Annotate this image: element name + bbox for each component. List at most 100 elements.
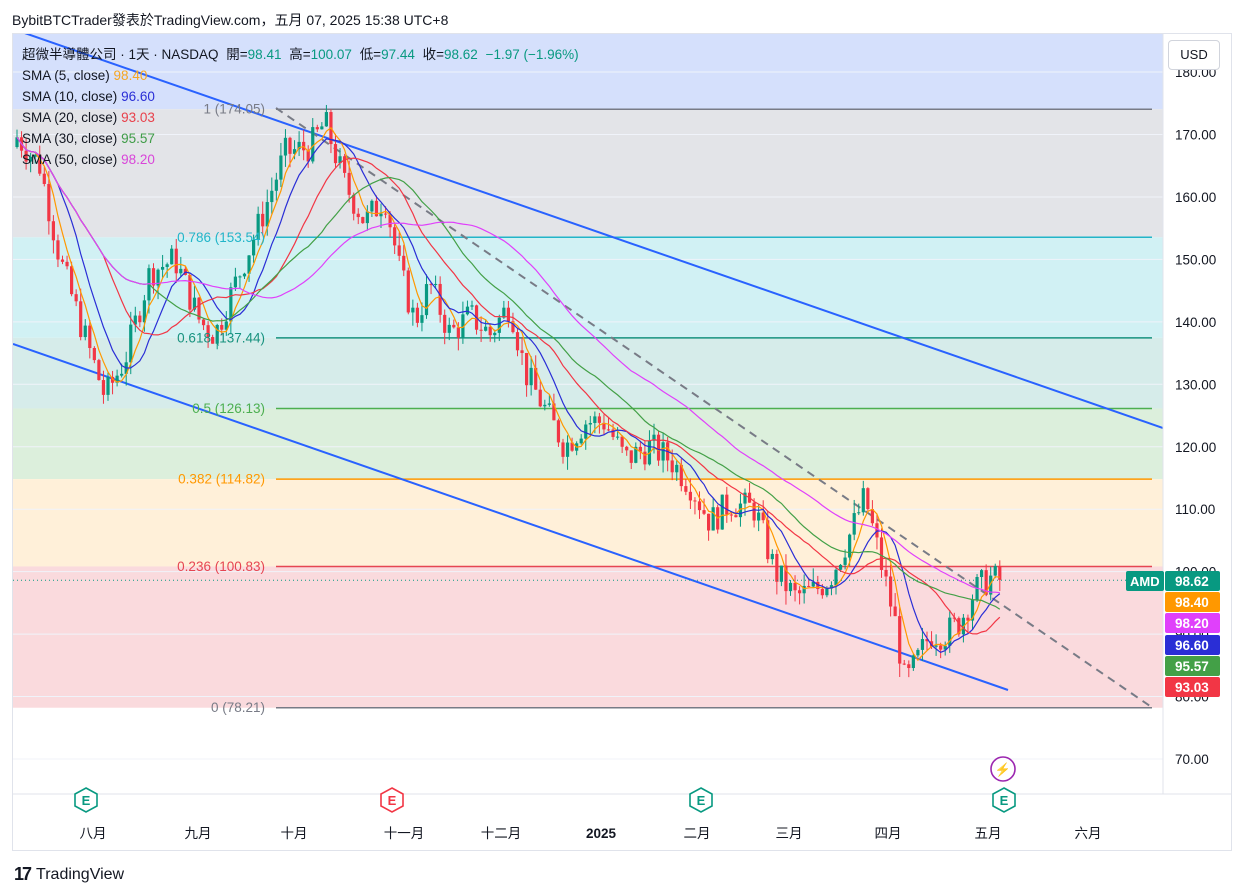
candle-body [525,352,529,386]
candle-body [929,641,934,647]
fib-retracement[interactable] [276,108,1152,709]
candle-body [606,429,611,431]
channel-upper-line [24,34,1163,429]
candle-body [793,582,797,591]
low-value: 97.44 [381,47,415,62]
candle-body [980,570,984,578]
candle-body [65,261,69,267]
earnings-hexagon [689,787,713,813]
close-value: 98.62 [444,47,478,62]
fib-zone-0.786 [13,237,1163,338]
dividend-icon[interactable]: ⚡ [990,756,1016,782]
symbol-tag-label: AMD [1130,574,1160,589]
candle-body [911,655,915,669]
price-tag-sma-30: 95.57 [1165,656,1220,676]
candle-body [802,585,806,594]
candle-body [434,283,438,285]
price-tick-label: 140.00 [1175,315,1216,330]
earnings-icon[interactable]: E [992,787,1016,813]
candle-body [520,350,524,353]
earnings-icon[interactable]: E [689,787,713,813]
candle-body [620,436,624,447]
price-tick-label: 150.00 [1175,252,1216,267]
candle-body [602,422,606,430]
candle-body [552,403,556,421]
fib-labels: 1 (174.05) 0.786 (153.54) 0.618 (137.44) 0.… [177,102,265,716]
price-tag-value: 98.62 [1175,574,1209,589]
sma-20-legend[interactable]: SMA (20, close) 93.03 [22,110,155,125]
candle-body [757,512,761,521]
price-tick-label: 110.00 [1175,502,1215,517]
candle-body [201,319,206,326]
trend-lines[interactable] [13,29,1163,707]
candle-body [356,213,360,218]
candle-body [570,442,574,451]
candle-body [711,507,715,531]
symbol-label[interactable]: 超微半導體公司 · 1天 · NASDAQ [22,47,219,62]
sma-50-value: 98.20 [121,152,155,167]
earnings-icon[interactable]: E [380,787,404,813]
price-tick-label: 130.00 [1175,377,1216,392]
chart-legend: 超微半導體公司 · 1天 · NASDAQ 開=98.41 高=100.07 低… [22,44,583,170]
candle-body [38,154,42,174]
candle-body [274,179,278,191]
candle-body [561,442,565,457]
fib-zone-0.382 [13,479,1163,567]
candle-body [593,416,597,424]
candle-body [811,581,815,587]
candle-body [998,566,1002,580]
candle-body [283,137,288,156]
candle-body [406,270,410,313]
candle-body [238,276,242,278]
candle-body [597,416,601,423]
candle-body [192,297,197,310]
candle-body [83,325,87,338]
candle-body [889,576,893,607]
candle-body [752,502,756,521]
candle-body [707,513,711,531]
chart-frame[interactable] [12,33,1232,851]
candle-body [24,150,28,162]
candle-body [443,314,447,333]
candle-body [656,434,661,461]
grid-lines [13,71,1163,760]
candle-body [798,590,802,594]
price-tag-bg [1165,613,1220,633]
earnings-icon[interactable]: E [74,787,98,813]
candle-body [333,144,338,164]
candle-body [374,200,379,217]
sma-5-legend[interactable]: SMA (5, close) 98.40 [22,68,148,83]
footer-brand: 17 TradingView [14,864,124,885]
price-tick-label: 170.00 [1175,128,1216,143]
candle-body [870,509,874,524]
candle-body [948,617,952,646]
candle-body [315,127,319,130]
high-label: 高= [289,47,311,62]
earnings-label: E [82,793,91,808]
currency-button[interactable]: USD [1168,40,1220,70]
candle-body [684,486,688,492]
earnings-label: E [697,793,706,808]
candle-body [484,326,488,331]
time-tick-label: 十二月 [481,826,522,841]
fib-label-0.786: 0.786 (153.54) [177,230,265,245]
candle-body [875,523,879,538]
candle-body [438,283,442,315]
candle-body [279,155,283,180]
sma-10-value: 96.60 [121,89,155,104]
candle-body [365,211,369,224]
sma-30-legend[interactable]: SMA (30, close) 95.57 [22,131,155,146]
sma-10-legend[interactable]: SMA (10, close) 96.60 [22,89,155,104]
candle-body [616,436,620,438]
candle-body [51,221,55,241]
candle-body [857,512,861,514]
candle-body [761,512,765,521]
candle-body [579,438,583,444]
price-tag-bg [1165,656,1220,676]
sma-50-legend[interactable]: SMA (50, close) 98.20 [22,152,155,167]
candle-body [197,297,201,320]
candle-body [556,420,561,443]
time-tick-label: 二月 [684,826,711,841]
candle-body [465,306,470,315]
